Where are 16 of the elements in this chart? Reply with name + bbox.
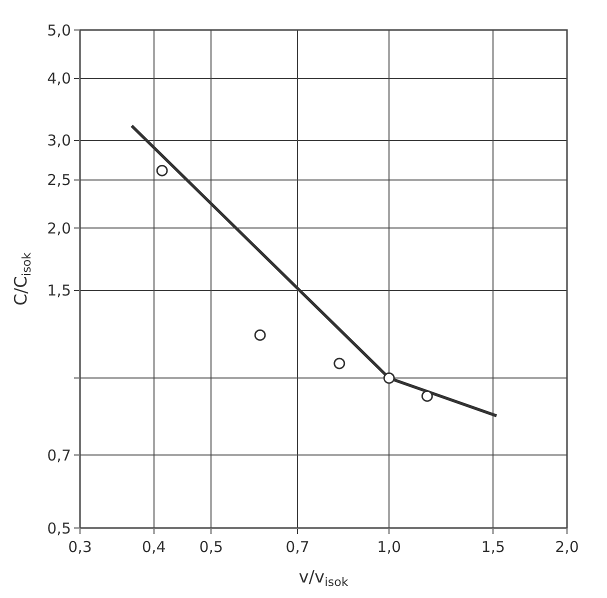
x-tick-label: 0,3 bbox=[68, 538, 92, 556]
y-tick-label: 5,0 bbox=[47, 21, 71, 40]
x-tick-label: 0,5 bbox=[199, 538, 224, 556]
x-tick-label: 0,4 bbox=[142, 538, 166, 556]
x-tick-label: 2,0 bbox=[555, 538, 579, 556]
y-tick-label: 4,0 bbox=[47, 70, 71, 88]
y-tick-label: 1,5 bbox=[47, 282, 71, 300]
x-tick-label: 1,0 bbox=[377, 538, 401, 556]
x-tick-label: 0,7 bbox=[286, 538, 310, 556]
y-tick-label: 2,0 bbox=[47, 219, 71, 238]
x-axis-title: v/v$_{isok}$ bbox=[298, 567, 348, 589]
y-tick-label: 3,0 bbox=[47, 132, 71, 150]
x-tick-label: 1,5 bbox=[481, 538, 506, 556]
y-tick-label: 0,7 bbox=[47, 446, 71, 464]
y-tick-label: 0,5 bbox=[47, 519, 71, 538]
y-tick-label: 2,5 bbox=[47, 171, 71, 190]
